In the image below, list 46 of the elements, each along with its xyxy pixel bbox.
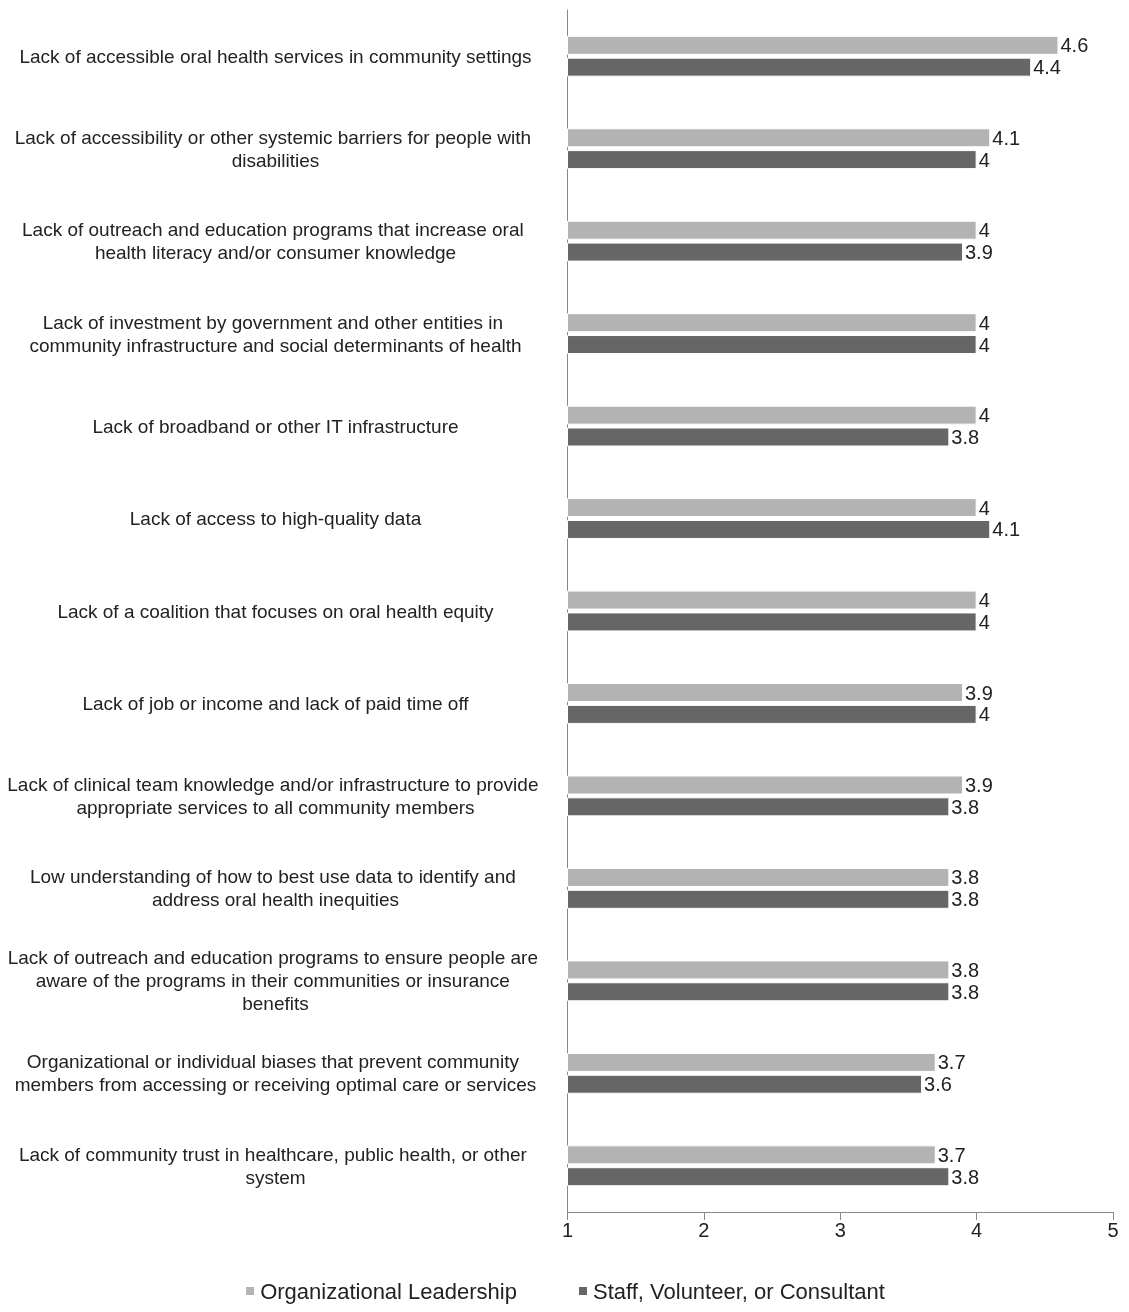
y-tick-label: Lack of investment by government and other entities in community infrastructure and social determinants of health: [29, 311, 522, 356]
y-tick-label: Lack of outreach and education programs that increase oral health literacy and/or consumer knowledge: [22, 219, 529, 264]
x-tick-label: 2: [698, 1219, 710, 1241]
y-tick-label: Lack of clinical team knowledge and/or infrastructure to provide appropriate services to all community members: [7, 773, 544, 818]
data-label: 3.8: [951, 1165, 980, 1188]
data-label: 3.7: [937, 1143, 966, 1166]
y-tick-label: Lack of access to high-quality data: [129, 508, 422, 530]
data-label: 3.7: [937, 1051, 966, 1074]
data-label: 4.6: [1060, 34, 1089, 57]
data-label: 3.9: [964, 681, 993, 704]
data-label: 3.8: [951, 866, 980, 889]
y-tick-label: Lack of broadband or other IT infrastructure: [92, 415, 459, 437]
y-tick-label: Lack of community trust in healthcare, public health, or other system: [18, 1143, 533, 1188]
data-label: 4.4: [1033, 56, 1061, 79]
x-tick-label: 4: [971, 1219, 983, 1241]
data-label: 4: [978, 311, 990, 334]
data-label: 3.9: [964, 774, 993, 796]
data-label: 3.8: [951, 958, 980, 981]
x-tick-label: 5: [1107, 1219, 1119, 1241]
data-label: 3.9: [964, 241, 993, 264]
data-label: 4: [978, 496, 990, 519]
data-label: 4: [978, 703, 990, 726]
legend-label: Staff, Volunteer, or Consultant: [592, 1278, 885, 1304]
y-tick-label: Lack of a coalition that focuses on oral health equity: [57, 600, 495, 622]
data-label: 4.1: [992, 126, 1021, 149]
data-label: 4: [978, 219, 990, 242]
data-label: 4: [978, 589, 990, 612]
data-label: 3.8: [951, 888, 980, 911]
data-label: 4: [978, 333, 990, 356]
y-tick-label: Lack of outreach and education programs to ensure people are aware of the programs in their communities or insurance benefits: [7, 947, 544, 1015]
data-label: 3.6: [924, 1073, 952, 1096]
data-label: 4: [978, 610, 990, 633]
data-label: 3.8: [951, 980, 980, 1003]
x-tick-label: 3: [834, 1219, 846, 1241]
data-label: 4: [978, 148, 990, 171]
y-tick-label: Organizational or individual biases that prevent community members from accessing or receiving optimal care or services: [14, 1051, 537, 1096]
y-tick-label: Lack of accessibility or other systemic barriers for people with disabilities: [14, 126, 537, 171]
y-tick-label: Low understanding of how to best use data to identify and address oral health inequities: [29, 866, 522, 911]
x-tick-label: 1: [561, 1219, 574, 1241]
y-tick-label: Lack of job or income and lack of paid time off: [82, 692, 470, 714]
data-label: 3.8: [951, 795, 980, 818]
y-tick-label: Lack of accessible oral health services in community settings: [19, 45, 532, 67]
data-label: 4.1: [992, 518, 1021, 541]
data-label: 3.8: [951, 426, 980, 448]
data-label: 4: [978, 404, 990, 427]
legend-label: Organizational Leadership: [260, 1278, 517, 1304]
